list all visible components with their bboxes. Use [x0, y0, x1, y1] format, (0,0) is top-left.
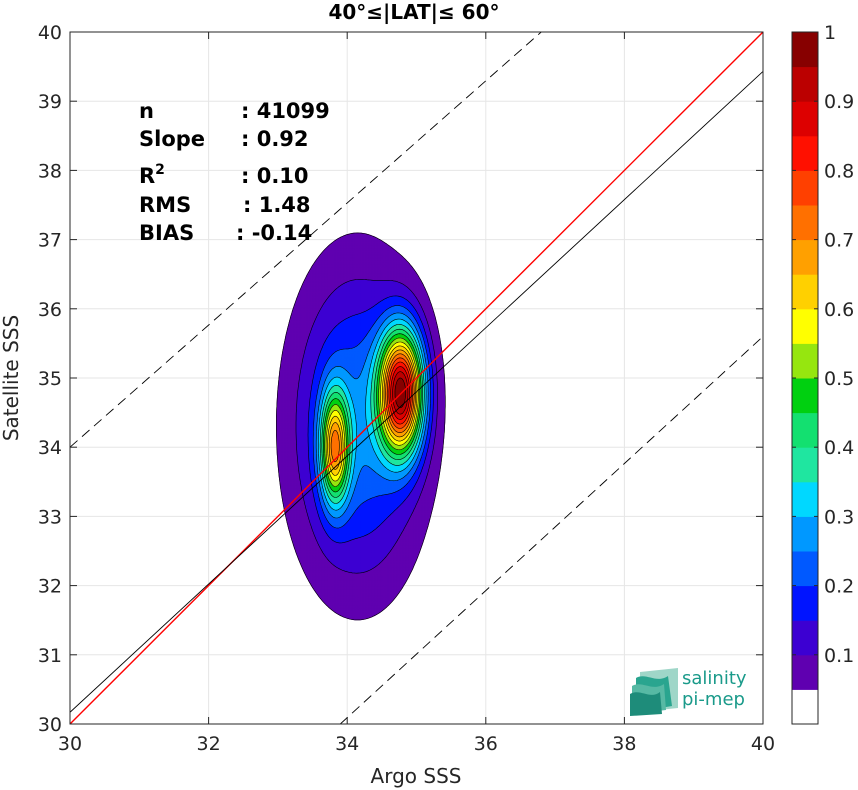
- contour-line-level: [312, 305, 431, 529]
- line-fit: [70, 71, 763, 713]
- contour-fill-level: [394, 377, 406, 409]
- stat-value: : 1.48: [243, 193, 311, 217]
- colorbar-segment: [792, 689, 818, 725]
- contour-line-level: [319, 324, 425, 504]
- contour-line-level: [386, 357, 414, 429]
- colorbar-segment: [792, 412, 818, 448]
- stat-value: : 0.10: [241, 164, 309, 188]
- colorbar-segment: [792, 551, 818, 587]
- contour-line-level: [307, 295, 434, 544]
- contour-line-level: [318, 318, 427, 511]
- x-tick-label: 32: [197, 733, 221, 755]
- contour-line-level: [388, 361, 412, 425]
- contour-line-level: [323, 333, 422, 493]
- density-contours: [275, 232, 446, 621]
- y-tick-label: 34: [38, 437, 62, 459]
- colorbar-segment: [792, 481, 818, 517]
- colorbar-segment: [792, 135, 818, 171]
- colorbar-tick-label: 0.6: [824, 299, 854, 321]
- logo-text-salinity: salinity: [682, 668, 747, 689]
- logo-text-pimep: pi-mep: [682, 689, 745, 710]
- salinity-pi-mep-logo: salinity pi-mep: [630, 668, 747, 716]
- colorbar-tick-label: 0.3: [824, 506, 854, 528]
- contour-line-level: [330, 353, 415, 463]
- colorbar-segment: [792, 274, 818, 310]
- colorbar-segment: [792, 620, 818, 656]
- stat-value: : 41099: [241, 99, 330, 123]
- line-upper: [70, 32, 542, 448]
- colorbar-tick-label: 0.9: [824, 91, 854, 113]
- contour-line-level: [276, 232, 446, 621]
- reference-lines: [70, 32, 763, 724]
- stat-value: : -0.14: [236, 221, 312, 245]
- x-axis-label: Argo SSS: [371, 764, 462, 788]
- line-1-to-1: [70, 32, 763, 724]
- colorbar-tick-label: 0.2: [824, 576, 854, 598]
- colorbar-segment: [792, 170, 818, 206]
- colorbar: 0.1 0.2 0.3 0.4 0.5 0.6 0.7 0.8 0.9 1: [791, 22, 854, 725]
- y-tick-label: 35: [38, 368, 62, 390]
- y-tick-label: 30: [38, 714, 62, 736]
- y-tick-label: 33: [38, 506, 62, 528]
- colorbar-segment: [792, 239, 818, 275]
- stat-label-superscript: 2: [155, 162, 165, 178]
- y-tick-label: 40: [38, 22, 62, 44]
- y-tick-label: 36: [38, 299, 62, 321]
- y-axis-label: Satellite SSS: [0, 315, 23, 441]
- x-tick-label: 30: [58, 733, 82, 755]
- colorbar-segment: [792, 205, 818, 241]
- logo-waves-icon: [630, 668, 678, 716]
- contour-line-level: [321, 328, 423, 498]
- colorbar-segment: [792, 516, 818, 552]
- stat-label: n: [139, 99, 154, 123]
- colorbar-tick-label: 0.8: [824, 160, 854, 182]
- y-tick-label: 39: [38, 91, 62, 113]
- y-tick-label: 31: [38, 645, 62, 667]
- y-tick-label: 37: [38, 230, 62, 252]
- colorbar-segment: [792, 101, 818, 137]
- y-tick-label: 38: [38, 160, 62, 182]
- stat-label: BIAS: [139, 221, 194, 245]
- axis-ticks: 30 32 34 36 38 40 30 31 32 33 34 35 36 37 38 39 40: [38, 22, 775, 755]
- colorbar-segment: [792, 447, 818, 483]
- colorbar-tick-label: 0.4: [824, 437, 854, 459]
- colorbar-segment: [792, 308, 818, 344]
- colorbar-segment: [792, 378, 818, 414]
- x-tick-label: 38: [612, 733, 636, 755]
- contour-line-level: [324, 337, 420, 487]
- x-tick-label: 40: [751, 733, 775, 755]
- contour-line-level: [325, 341, 419, 482]
- colorbar-segment: [792, 343, 818, 379]
- colorbar-segment: [792, 66, 818, 102]
- stat-label: Slope: [139, 127, 205, 151]
- x-tick-label: 34: [335, 733, 359, 755]
- colorbar-segment: [792, 585, 818, 621]
- x-tick-label: 36: [474, 733, 498, 755]
- colorbar-tick-label: 0.7: [824, 230, 854, 252]
- contour-line-level: [315, 312, 429, 519]
- colorbar-tick-label: 0.1: [824, 645, 854, 667]
- chart-title: 40°≤|LAT|≤ 60°: [328, 0, 499, 24]
- colorbar-tick-label: 0.5: [824, 368, 854, 390]
- colorbar-segment: [792, 32, 818, 68]
- y-tick-label: 32: [38, 576, 62, 598]
- stat-label: RMS: [139, 193, 191, 217]
- stat-value: : 0.92: [241, 127, 309, 151]
- colorbar-segment: [792, 654, 818, 690]
- colorbar-tick-label: 1: [824, 22, 836, 44]
